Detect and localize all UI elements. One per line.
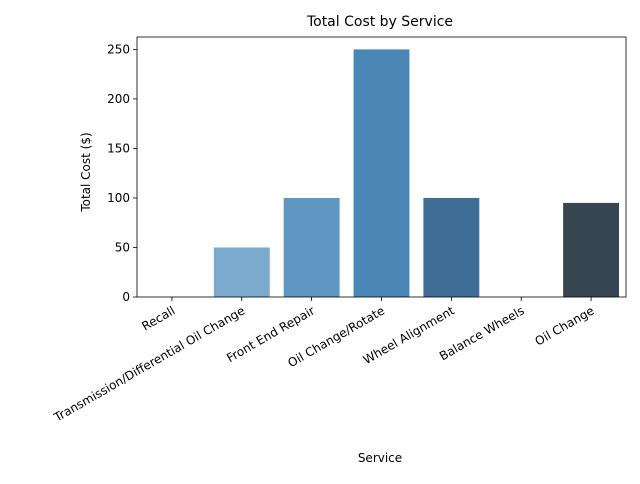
bars-group [213, 49, 620, 297]
y-tick-label: 0 [122, 290, 130, 304]
y-tick-label: 200 [107, 92, 130, 106]
plot-border [136, 36, 627, 298]
bar [283, 197, 340, 297]
y-tick-label: 100 [107, 191, 130, 205]
y-axis: 0 50 100 150 200 250 [107, 42, 137, 304]
y-tick-label: 150 [107, 141, 130, 155]
x-axis-label: Service [358, 451, 402, 465]
bar [423, 197, 480, 297]
y-tick-label: 50 [115, 240, 130, 254]
bar [353, 49, 410, 297]
y-axis-label: Total Cost ($) [79, 132, 93, 212]
x-tick-label: Recall [139, 303, 177, 333]
plot-frame [136, 36, 627, 298]
bar [213, 247, 270, 297]
bar [563, 202, 620, 297]
chart-title: Total Cost by Service [306, 14, 453, 30]
x-tick-label: Oil Change [533, 303, 597, 348]
y-tick-label: 250 [107, 42, 130, 56]
